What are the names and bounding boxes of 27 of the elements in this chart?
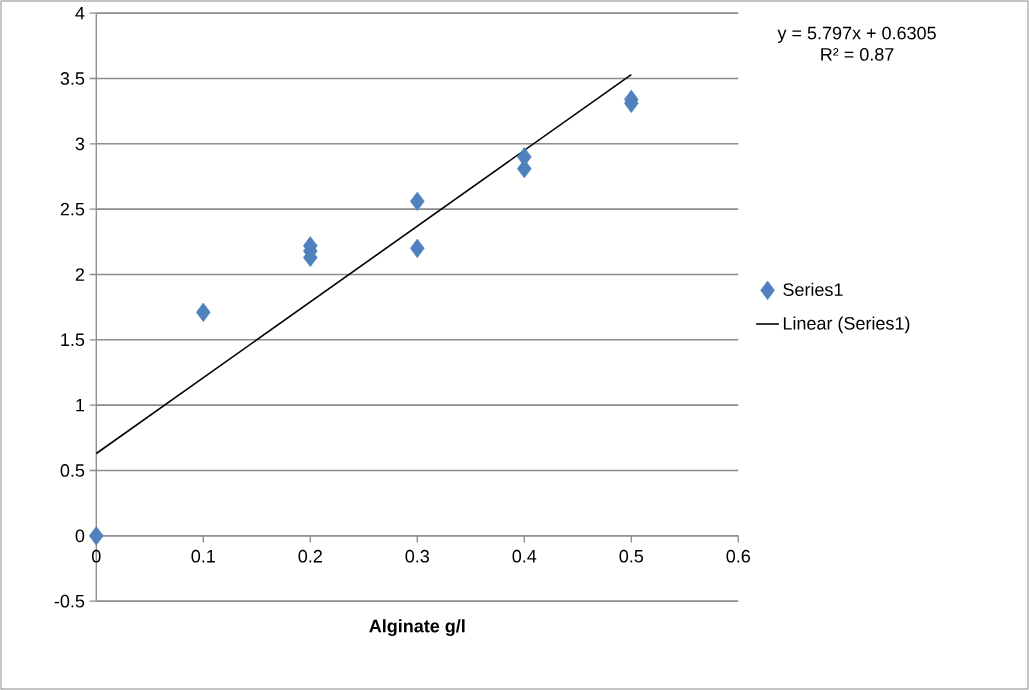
point: [196, 302, 211, 322]
point: [89, 526, 104, 546]
y-tick-label: 0.5: [60, 464, 85, 477]
point: [410, 238, 425, 258]
y-tick-label: 1: [76, 398, 85, 412]
y-tick-label: 4: [75, 6, 85, 20]
point: [410, 191, 425, 211]
y-tick-label: 3.5: [60, 72, 85, 85]
x-tick-label: 0.2: [298, 549, 322, 563]
y-tick-label: -0.5: [54, 594, 85, 608]
legend-label: Series1: [783, 282, 843, 296]
x-tick-label: 0.1: [191, 549, 215, 563]
x-axis-title: Alginate g/l: [369, 619, 465, 637]
x-tick-label: 0.6: [726, 549, 751, 563]
x-tick-label: 0.3: [405, 549, 430, 563]
y-tick-label: 3: [75, 137, 85, 151]
legend-label: Linear (Series1): [783, 316, 910, 334]
x-tick-label: 0.5: [619, 549, 644, 563]
y-tick-label: 0: [75, 529, 85, 543]
text: y = 5.797x + 0.6305: [777, 26, 936, 43]
x-tick-label: 0.4: [512, 549, 537, 563]
x-tick-label: 0: [92, 549, 101, 563]
y-tick-label: 1.5: [61, 333, 85, 347]
y-tick-label: 2: [75, 268, 85, 281]
y-tick-label: 2.5: [60, 202, 85, 216]
point: [517, 159, 532, 179]
text: R² = 0.87: [821, 48, 894, 61]
